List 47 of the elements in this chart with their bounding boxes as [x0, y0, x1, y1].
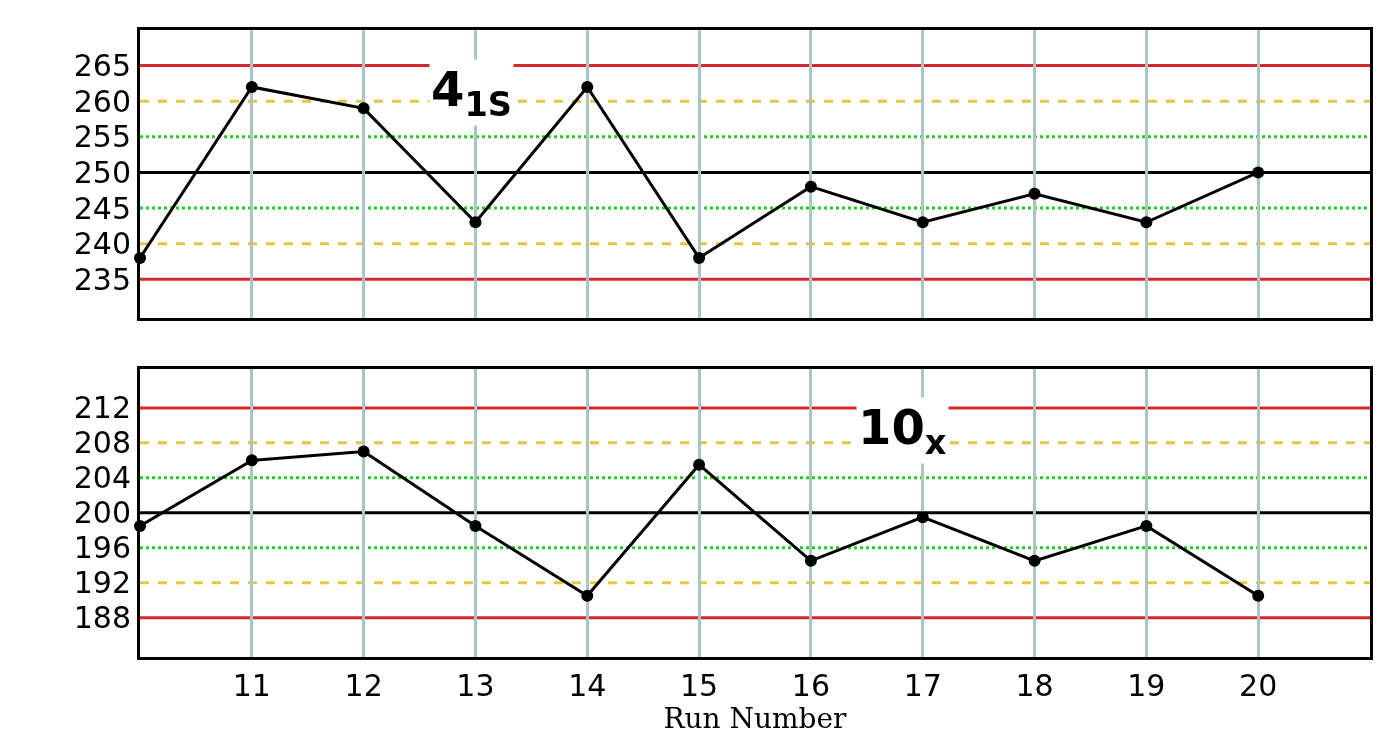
y-tick-label: 200: [73, 495, 131, 531]
point: [357, 102, 370, 115]
y-tick-label: 265: [73, 48, 131, 84]
y-tick-label: 208: [73, 425, 131, 461]
x-tick-label: 11: [232, 668, 271, 703]
point: [1140, 216, 1153, 229]
annotation: 10$_{x}$: [858, 399, 947, 463]
point: [693, 458, 706, 471]
y-tick-label: 245: [73, 190, 131, 226]
y-tick-label: 204: [73, 460, 131, 496]
point: [1252, 589, 1265, 602]
point: [1028, 187, 1041, 200]
point: [245, 80, 258, 93]
point: [693, 251, 706, 264]
point: [916, 216, 929, 229]
x-tick-label: 15: [680, 668, 719, 703]
point: [804, 180, 817, 193]
x-tick-label: 14: [568, 668, 607, 703]
x-tick-label: 12: [344, 668, 383, 703]
point: [1140, 519, 1153, 532]
point: [357, 445, 370, 458]
x-tick-label: 18: [1015, 668, 1054, 703]
point: [469, 216, 482, 229]
x-tick-label: 16: [791, 668, 830, 703]
point: [916, 511, 929, 524]
point: [245, 454, 258, 467]
point: [581, 589, 594, 602]
y-tick-label: 255: [73, 119, 131, 155]
y-tick-label: 212: [73, 390, 131, 426]
x-axis-title: Run Number: [663, 702, 848, 735]
y-tick-label: 196: [73, 530, 131, 566]
y-tick-label: 188: [73, 600, 131, 636]
point: [581, 80, 594, 93]
x-tick-label: 17: [903, 668, 942, 703]
point: [1028, 554, 1041, 567]
y-tick-label: 235: [73, 261, 131, 297]
y-tick-label: 240: [73, 226, 131, 262]
y-tick-label: 260: [73, 83, 131, 119]
annotation: 4$_{1S}$: [431, 61, 512, 125]
y-tick-label: 192: [73, 565, 131, 601]
point: [1252, 166, 1265, 179]
y-tick-label: 250: [73, 154, 131, 190]
x-tick-label: 19: [1127, 668, 1166, 703]
point: [804, 554, 817, 567]
x-tick-label: 13: [456, 668, 495, 703]
x-tick-label: 20: [1239, 668, 1278, 703]
point: [469, 519, 482, 532]
